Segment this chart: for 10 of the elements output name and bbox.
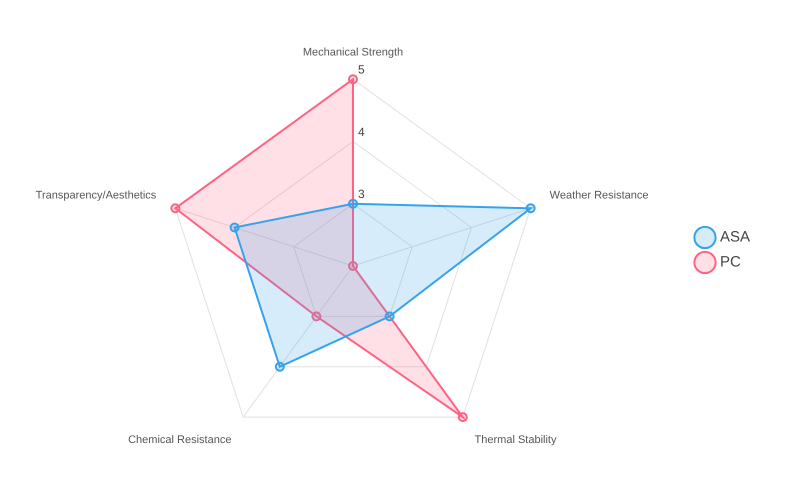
y-tick-label: 5 — [358, 62, 365, 77]
legend-label: PC — [720, 254, 741, 271]
spoke-label: Chemical Resistance — [128, 434, 232, 446]
y-tick-label: 4 — [358, 124, 365, 139]
spoke-label: Mechanical Strength — [302, 46, 404, 59]
y-tick-label: 3 — [358, 187, 365, 202]
legend-label: ASA — [720, 228, 750, 246]
spoke-label: Thermal Stability — [474, 434, 557, 446]
spoke-label: Weather Resistance — [550, 190, 649, 202]
spoke-label: Transparency/Aesthetics — [36, 190, 157, 202]
